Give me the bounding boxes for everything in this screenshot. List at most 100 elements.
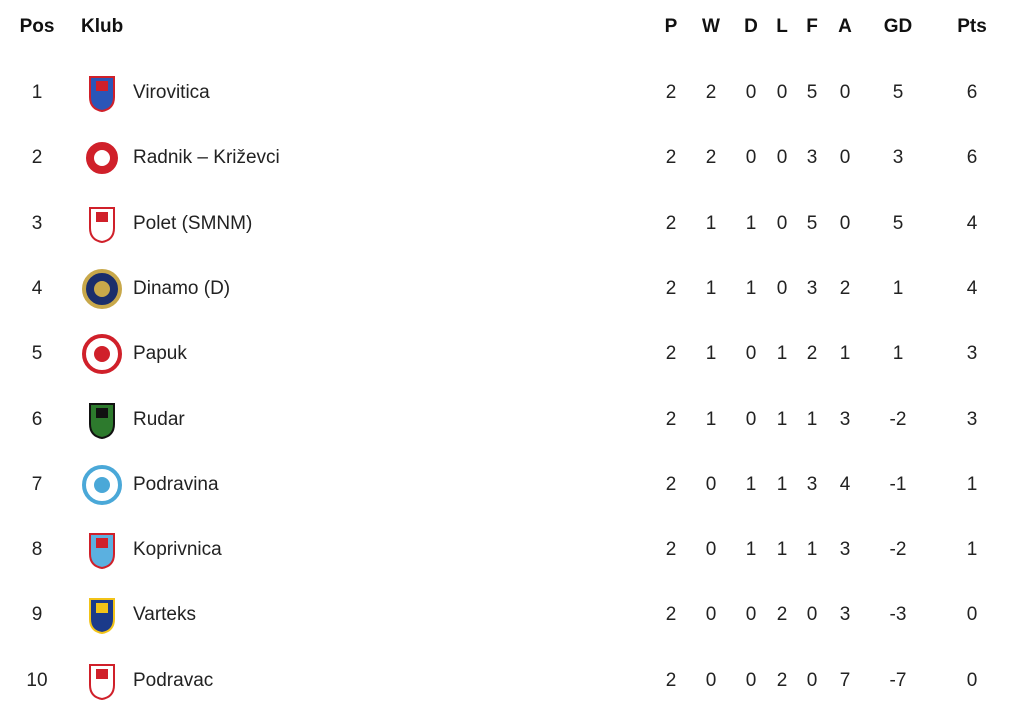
club-crest-icon bbox=[89, 206, 115, 243]
goals-for-cell: 5 bbox=[806, 82, 818, 103]
position-cell: 3 bbox=[31, 212, 43, 234]
lost-cell: 0 bbox=[776, 277, 788, 299]
club-name-link[interactable]: Varteks bbox=[133, 604, 197, 626]
won-cell: 2 bbox=[705, 82, 717, 103]
goals-for-cell: 1 bbox=[806, 539, 818, 561]
lost-cell: 2 bbox=[776, 604, 788, 626]
goals-for-cell: 0 bbox=[806, 669, 818, 691]
club-name-link[interactable]: Rudar bbox=[133, 408, 185, 430]
header-won[interactable]: W bbox=[702, 16, 720, 37]
position-cell: 4 bbox=[31, 277, 43, 299]
drawn-cell: 0 bbox=[745, 343, 757, 365]
header-lost[interactable]: L bbox=[776, 16, 788, 37]
drawn-cell: 1 bbox=[745, 212, 757, 234]
goals-for-cell: 3 bbox=[806, 147, 818, 169]
goals-for-cell: 3 bbox=[806, 277, 818, 299]
club-name-link[interactable]: Virovitica bbox=[133, 82, 210, 103]
header-drawn[interactable]: D bbox=[744, 16, 758, 37]
drawn-cell: 0 bbox=[745, 408, 757, 430]
goals-for-cell: 3 bbox=[806, 473, 818, 495]
played-cell: 2 bbox=[665, 408, 677, 430]
points-cell: 3 bbox=[966, 343, 978, 365]
table-row[interactable]: 4 2 1 1 0 3 2 1 4 Dinamo (D) bbox=[0, 268, 1024, 309]
header-goal-difference[interactable]: GD bbox=[883, 16, 913, 37]
played-cell: 2 bbox=[665, 604, 677, 626]
club-crest-icon bbox=[82, 138, 122, 179]
header-played[interactable]: P bbox=[664, 16, 678, 37]
played-cell: 2 bbox=[665, 539, 677, 561]
lost-cell: 0 bbox=[776, 147, 788, 169]
played-cell: 2 bbox=[665, 343, 677, 365]
played-cell: 2 bbox=[665, 82, 677, 103]
won-cell: 1 bbox=[705, 343, 717, 365]
header-for[interactable]: F bbox=[806, 16, 818, 37]
lost-cell: 1 bbox=[776, 343, 788, 365]
table-row[interactable]: 3 2 1 1 0 5 0 5 4 Polet (SMNM) bbox=[0, 204, 1024, 244]
header-against[interactable]: A bbox=[838, 16, 852, 37]
club-crest-icon bbox=[82, 268, 122, 309]
table-row[interactable]: 8 2 0 1 1 1 3 -2 1 Koprivnica bbox=[0, 530, 1024, 570]
goal-difference-cell: 5 bbox=[892, 82, 904, 103]
club-name-link[interactable]: Podravac bbox=[133, 669, 214, 691]
points-cell: 6 bbox=[966, 82, 978, 103]
goals-against-cell: 0 bbox=[839, 212, 851, 234]
played-cell: 2 bbox=[665, 473, 677, 495]
table-row[interactable]: 1 2 2 0 0 5 0 5 6 Virovitica bbox=[0, 73, 1024, 113]
goals-for-cell: 2 bbox=[806, 343, 818, 365]
won-cell: 2 bbox=[705, 147, 717, 169]
points-cell: 4 bbox=[966, 212, 978, 234]
club-crest-icon bbox=[82, 464, 122, 505]
goals-for-cell: 0 bbox=[806, 604, 818, 626]
table-row[interactable]: 9 2 0 0 2 0 3 -3 0 Varteks bbox=[0, 595, 1024, 635]
played-cell: 2 bbox=[665, 669, 677, 691]
goals-against-cell: 4 bbox=[839, 473, 851, 495]
table-row[interactable]: 10 2 0 0 2 0 7 -7 0 Podravac bbox=[0, 661, 1024, 701]
won-cell: 1 bbox=[705, 212, 717, 234]
goal-difference-cell: -2 bbox=[889, 539, 907, 561]
drawn-cell: 0 bbox=[745, 604, 757, 626]
position-cell: 6 bbox=[31, 408, 43, 430]
table-row[interactable]: 5 2 1 0 1 2 1 1 3 Papuk bbox=[0, 334, 1024, 375]
table-row[interactable]: 2 2 2 0 0 3 0 3 6 Radnik – Križevci bbox=[0, 138, 1024, 179]
header-points[interactable]: Pts bbox=[957, 16, 987, 37]
points-cell: 6 bbox=[966, 147, 978, 169]
drawn-cell: 0 bbox=[745, 82, 757, 103]
position-cell: 7 bbox=[31, 473, 43, 495]
position-cell: 2 bbox=[31, 147, 43, 169]
table-row[interactable]: 6 2 1 0 1 1 3 -2 3 Rudar bbox=[0, 400, 1024, 440]
goal-difference-cell: -2 bbox=[889, 408, 907, 430]
goals-against-cell: 0 bbox=[839, 82, 851, 103]
won-cell: 0 bbox=[705, 604, 717, 626]
goals-against-cell: 3 bbox=[839, 408, 851, 430]
table-row[interactable]: 7 2 0 1 1 3 4 -1 1 Podravina bbox=[0, 464, 1024, 505]
points-cell: 3 bbox=[966, 408, 978, 430]
club-crest-icon bbox=[89, 76, 115, 113]
goals-against-cell: 3 bbox=[839, 604, 851, 626]
goal-difference-cell: -7 bbox=[889, 669, 907, 691]
club-crest-icon bbox=[82, 334, 122, 375]
lost-cell: 2 bbox=[776, 669, 788, 691]
goals-against-cell: 0 bbox=[839, 147, 851, 169]
club-name-link[interactable]: Podravina bbox=[133, 473, 219, 495]
club-crest-icon bbox=[89, 598, 115, 635]
club-name-link[interactable]: Papuk bbox=[133, 343, 187, 365]
drawn-cell: 0 bbox=[745, 669, 757, 691]
club-name-link[interactable]: Koprivnica bbox=[133, 539, 222, 561]
goals-against-cell: 1 bbox=[839, 343, 851, 365]
goal-difference-cell: 1 bbox=[892, 277, 904, 299]
club-name-link[interactable]: Radnik – Križevci bbox=[133, 147, 280, 169]
header-club[interactable]: Klub bbox=[81, 16, 124, 37]
goal-difference-cell: -3 bbox=[889, 604, 907, 626]
won-cell: 0 bbox=[705, 473, 717, 495]
won-cell: 1 bbox=[705, 277, 717, 299]
goal-difference-cell: 1 bbox=[892, 343, 904, 365]
club-name-link[interactable]: Dinamo (D) bbox=[133, 277, 231, 299]
position-cell: 1 bbox=[31, 82, 43, 103]
header-pos[interactable]: Pos bbox=[19, 16, 55, 37]
goals-against-cell: 3 bbox=[839, 539, 851, 561]
goals-against-cell: 2 bbox=[839, 277, 851, 299]
played-cell: 2 bbox=[665, 277, 677, 299]
points-cell: 0 bbox=[966, 604, 978, 626]
goal-difference-cell: -1 bbox=[889, 473, 907, 495]
club-name-link[interactable]: Polet (SMNM) bbox=[133, 212, 253, 234]
